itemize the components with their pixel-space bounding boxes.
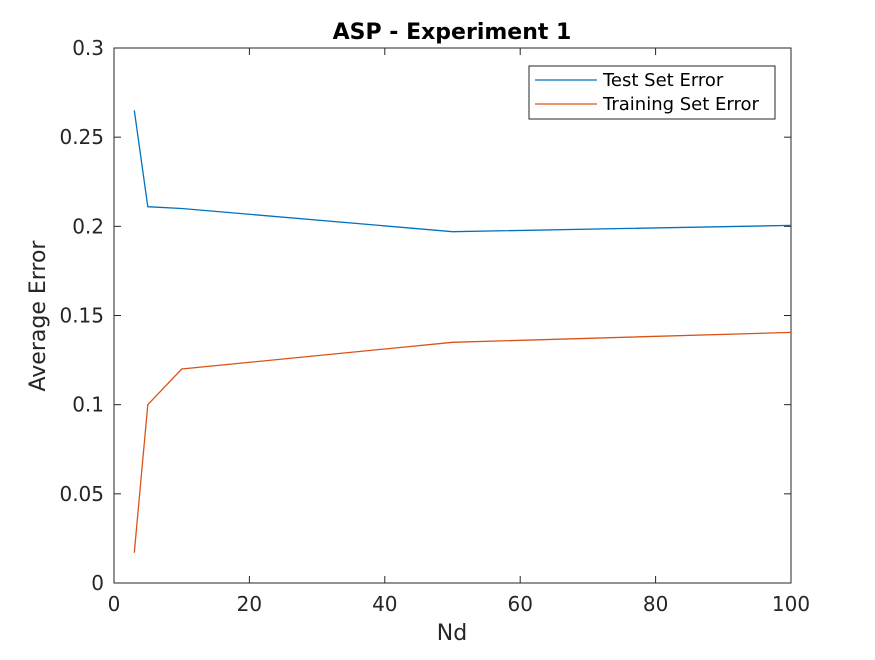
legend: Test Set Error Training Set Error — [528, 65, 776, 120]
legend-label: Test Set Error — [602, 70, 724, 91]
chart-title: ASP - Experiment 1 — [333, 20, 572, 45]
legend-label: Training Set Error — [602, 94, 760, 115]
y-axis-title: Average Error — [26, 240, 51, 392]
y-tick-label: 0.1 — [72, 393, 104, 417]
series-line-test-set-error — [133, 110, 792, 233]
plot-area-box — [113, 47, 792, 584]
y-tick-label: 0.05 — [59, 482, 104, 506]
y-tick-label: 0.2 — [72, 214, 104, 238]
y-tick-label: 0.3 — [72, 36, 104, 60]
axes: 0 20 40 60 80 100 0 0.05 0.1 0.15 0.2 0.25 0.3 — [59, 36, 810, 616]
x-tick-label: 0 — [108, 592, 121, 616]
x-tick-label: 100 — [772, 592, 810, 616]
x-tick-label: 60 — [507, 592, 532, 616]
series-line-training-set-error — [133, 331, 792, 553]
plot-lines — [133, 110, 792, 553]
x-axis-title: Nd — [437, 621, 467, 646]
y-tick-label: 0 — [91, 571, 104, 595]
y-tick-label: 0.25 — [59, 125, 104, 149]
legend-box — [528, 65, 776, 120]
x-tick-label: 40 — [372, 592, 397, 616]
y-tick-label: 0.15 — [59, 304, 104, 328]
x-tick-label: 20 — [237, 592, 262, 616]
x-tick-label: 80 — [643, 592, 668, 616]
